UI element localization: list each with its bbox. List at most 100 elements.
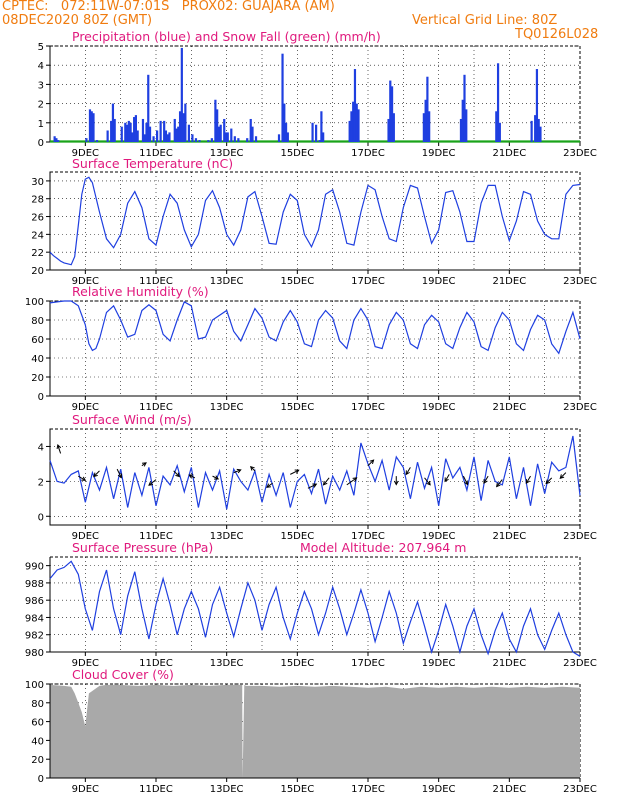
wind-vector-head xyxy=(81,476,87,481)
precip-bar xyxy=(156,130,159,142)
rh-ytick-label: 80 xyxy=(31,316,44,327)
precip-bar xyxy=(254,136,258,142)
wind-vector-head xyxy=(117,473,122,479)
wind-xtick-label: 21DEC xyxy=(492,531,526,542)
pressure-title: Surface Pressure (hPa) xyxy=(72,540,213,555)
rh-frame xyxy=(49,300,581,397)
precip-bar xyxy=(284,122,288,142)
wind-xtick-label: 11DEC xyxy=(139,531,173,542)
cloud-panel xyxy=(46,683,581,782)
precip-bar xyxy=(387,118,390,142)
wind-vector-head xyxy=(322,480,328,486)
precip-bar xyxy=(223,118,226,142)
temp-frame xyxy=(49,171,581,271)
precip-bar xyxy=(110,120,113,142)
precip-bar xyxy=(246,138,249,142)
wind-panel xyxy=(46,428,581,529)
pressure-ytick-label: 980 xyxy=(25,648,44,659)
wind-vector-head xyxy=(214,475,220,480)
precip-bar xyxy=(495,111,498,142)
precip-bar xyxy=(85,138,88,142)
precip-ytick-label: 2 xyxy=(38,100,44,111)
precip-bar xyxy=(124,122,127,142)
wind-vector-head xyxy=(444,477,449,483)
pressure-xtick-label: 11DEC xyxy=(139,658,173,669)
temp-ytick-label: 24 xyxy=(31,230,44,241)
wind-vector xyxy=(483,475,489,484)
precip-bar xyxy=(428,111,431,142)
wind-vector-head xyxy=(369,459,375,465)
wind-vector-head xyxy=(93,472,98,478)
precip-bar xyxy=(357,109,360,142)
precip-bar xyxy=(175,128,178,142)
precip-bar xyxy=(141,118,145,142)
precip-bar xyxy=(534,115,537,142)
precip-bar xyxy=(459,118,463,142)
precip-bar xyxy=(530,120,533,142)
temp-xtick-label: 17DEC xyxy=(351,276,385,287)
temp-xtick-label: 19DEC xyxy=(422,276,456,287)
rh-ytick-label: 60 xyxy=(31,335,44,346)
precip-bar xyxy=(230,128,233,142)
precip-bar xyxy=(535,69,539,142)
precip-bar xyxy=(57,140,60,142)
pressure-ytick-label: 984 xyxy=(25,613,44,624)
precip-bar xyxy=(315,124,318,142)
precip-bar xyxy=(216,109,219,142)
wind-vector-head xyxy=(405,470,410,476)
temp-ytick-label: 28 xyxy=(31,195,44,206)
pressure-panel xyxy=(46,556,581,657)
precip-bar xyxy=(233,136,236,142)
precip-bar xyxy=(353,69,357,142)
precip-bar xyxy=(136,130,139,142)
precip-bar xyxy=(55,138,58,142)
precip-bar xyxy=(465,109,468,142)
pressure-subtitle: Model Altitude: 207.964 m xyxy=(300,540,466,555)
cloud-xtick-label: 9DEC xyxy=(72,784,99,795)
wind-vector xyxy=(57,444,62,454)
precip-bar xyxy=(168,132,171,142)
precip-bar xyxy=(125,124,129,142)
pressure-ytick-label: 986 xyxy=(25,596,44,607)
header-grid-line: Vertical Grid Line: 80Z xyxy=(412,13,558,28)
precip-panel xyxy=(46,45,581,146)
precip-bar xyxy=(113,118,116,142)
precip-bar xyxy=(191,134,194,142)
temp-ytick-label: 30 xyxy=(31,177,44,188)
wind-vector-head xyxy=(175,472,181,478)
precip-bar xyxy=(164,130,168,142)
precip-bar xyxy=(210,138,213,142)
rh-xtick-label: 19DEC xyxy=(422,402,456,413)
temp-ytick-label: 20 xyxy=(31,266,44,277)
wind-vector-head xyxy=(142,462,147,467)
precip-bar xyxy=(143,134,146,142)
pressure-ytick-label: 982 xyxy=(25,631,44,642)
precip-xtick-label: 13DEC xyxy=(210,148,244,159)
precip-bar xyxy=(311,122,314,142)
rh-panel xyxy=(46,300,581,400)
wind-ytick-label: 2 xyxy=(38,477,44,488)
precip-bar xyxy=(226,132,229,142)
precip-bar xyxy=(106,130,109,142)
pressure-xtick-label: 23DEC xyxy=(563,658,597,669)
precip-xtick-label: 23DEC xyxy=(563,148,597,159)
rh-title: Relative Humidity (%) xyxy=(72,284,209,299)
precip-bar xyxy=(352,101,355,142)
pressure-ytick-label: 988 xyxy=(25,579,44,590)
precip-bar xyxy=(182,113,185,142)
precip-bar xyxy=(159,120,162,142)
rh-ytick-label: 40 xyxy=(31,354,44,365)
header-line1: CPTEC: 072:11W-07:01S PROX02: GUAJARA (A… xyxy=(2,0,335,14)
wind-xtick-label: 19DEC xyxy=(422,531,456,542)
wind-vector xyxy=(323,477,330,486)
precip-bar xyxy=(322,132,325,142)
rh-xtick-label: 13DEC xyxy=(210,402,244,413)
precip-bar xyxy=(134,115,137,142)
precip-bar xyxy=(348,120,351,142)
wind-frame xyxy=(49,428,581,526)
rh-xtick-label: 15DEC xyxy=(280,402,314,413)
wind-vector xyxy=(266,482,273,488)
rh-ytick-label: 100 xyxy=(25,297,44,308)
wind-vector-head xyxy=(294,469,300,474)
wind-vector-head xyxy=(56,444,62,450)
